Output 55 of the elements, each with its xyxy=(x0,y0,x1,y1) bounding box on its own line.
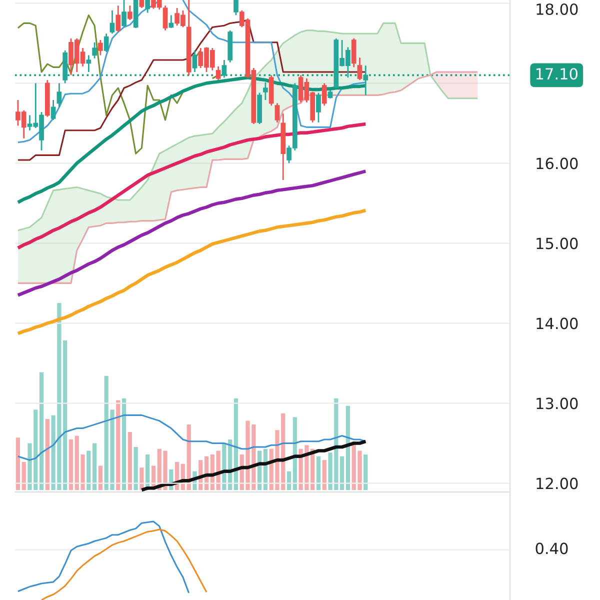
bar xyxy=(68,440,74,490)
text: 0.40 xyxy=(536,542,568,554)
candlestick xyxy=(145,0,150,14)
bar xyxy=(122,398,126,490)
line-series xyxy=(16,208,368,336)
bar xyxy=(116,400,120,490)
bar xyxy=(39,372,44,490)
line-series xyxy=(16,122,368,250)
line-series xyxy=(17,19,366,161)
ref-line-label: 17.10 xyxy=(536,68,578,80)
bar xyxy=(134,446,138,490)
candlestick xyxy=(351,38,356,68)
candlestick xyxy=(92,42,97,60)
y-tick-label: 14.00 xyxy=(536,318,578,330)
candlestick xyxy=(222,59,227,78)
candlestick xyxy=(322,82,327,106)
candlestick xyxy=(110,10,115,34)
y-tick-label: 12.00 xyxy=(536,478,578,490)
bar xyxy=(98,466,103,490)
candlestick xyxy=(86,54,92,73)
line-series xyxy=(17,22,478,232)
bar xyxy=(16,438,20,490)
bar xyxy=(86,450,91,490)
candlestick xyxy=(127,4,132,21)
line-series xyxy=(17,71,478,284)
candlestick xyxy=(104,32,109,53)
candlestick xyxy=(234,0,238,16)
candlestick xyxy=(50,99,56,121)
bar xyxy=(340,456,344,490)
bar xyxy=(364,454,368,490)
y-tick-label: 13.00 xyxy=(536,398,578,410)
bar xyxy=(22,462,26,490)
line-series xyxy=(16,170,368,297)
candlestick xyxy=(122,0,126,28)
y-tick-label: 16.00 xyxy=(536,158,578,170)
candlestick xyxy=(216,66,221,81)
candlestick xyxy=(56,82,62,108)
candlestick xyxy=(192,50,198,73)
bar xyxy=(92,443,97,490)
candlestick xyxy=(274,102,280,124)
candlestick xyxy=(168,14,174,29)
y-tick-label: 18.00 xyxy=(536,3,578,16)
bar xyxy=(45,418,50,490)
candlestick xyxy=(263,82,268,101)
candlestick xyxy=(363,64,368,96)
candlestick xyxy=(357,56,362,81)
y-tick-label: 15.00 xyxy=(536,238,578,250)
candlestick xyxy=(316,92,321,124)
bar xyxy=(140,468,144,490)
bar xyxy=(316,456,321,490)
candlestick xyxy=(116,4,121,33)
candlestick xyxy=(162,4,168,32)
bar xyxy=(128,432,132,490)
bar xyxy=(322,460,326,490)
candlestick xyxy=(98,39,103,56)
